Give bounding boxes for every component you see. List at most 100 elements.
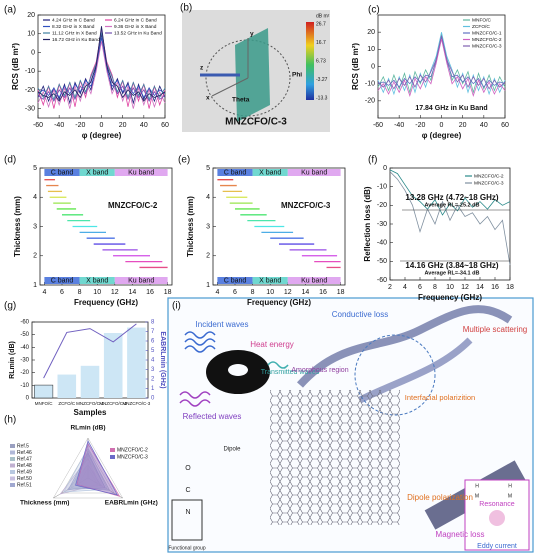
x-tick-label: 6 [418,284,422,291]
x-tick-label: 10 [266,289,274,296]
band-bar [114,169,168,176]
y2-tick-label: 6 [151,339,155,345]
series-line [37,41,166,109]
radar-area [63,447,109,493]
x-tick-label: 40 [480,122,488,129]
colorbar-title: dB m² [316,13,330,19]
radar-axis-label: EABRLmin (GHz) [105,500,158,507]
simulation-view [182,10,330,132]
x-tick-label: 12 [461,284,469,291]
colorbar-tick-label: 6.73 [316,58,326,64]
y-tick-label: 2 [206,253,210,260]
band-label: C band [51,170,74,177]
y-tick-label: -20 [377,202,387,209]
y2-axis-title: EABRLmin (GHz) [159,331,166,388]
panel-label: (h) [4,415,16,426]
axis-name: Phi [292,72,302,79]
band-label: C band [51,278,74,285]
y-tick-label: 0 [26,396,30,402]
series-line [37,26,166,102]
band-label: C band [224,278,247,285]
x-axis-title: Frequency (GHz) [74,298,138,307]
x-tick-label: 16 [146,289,154,296]
legend-swatch [10,444,15,448]
y2-tick-label: 7 [151,329,155,335]
y-tick-label: 5 [206,165,210,172]
axis-name: x [206,95,210,102]
x-tick-label: 8 [78,289,82,296]
legend-label: 11.12 GHz in X Band [52,30,97,36]
reflected-wave [179,391,211,407]
y-tick-label: -50 [377,258,387,265]
bar [103,333,123,398]
carbon-tube [297,305,513,388]
eddy-icon [489,510,505,526]
diagram-text: H [508,483,512,489]
band-bar [252,169,288,176]
y-tick-label: -30 [25,105,35,112]
colorbar [306,22,314,100]
y2-tick-label: 8 [151,320,155,326]
legend-swatch [10,463,15,468]
legend-label: Ref.51 [17,482,32,488]
diagram-text: Transmitted waves [261,369,320,376]
x-tick-label: MNZCFO/C-1 [76,401,104,406]
y-tick-label: -10 [20,383,29,389]
diagram-text: O [185,465,191,472]
legend-label: MNZCFO/C-2 [117,447,148,453]
legend-label: MNFO/C [472,17,491,23]
diagram-text: Conductive loss [332,310,388,319]
x-tick-label: 60 [161,122,169,129]
band-bar [79,277,115,284]
x-tick-label: 40 [140,122,148,129]
legend-label: 13.52 GHz in Ku Band [114,30,162,36]
x-tick-label: 10 [446,284,454,291]
diagram-text: Amorphous region [291,367,348,374]
x-tick-label: -60 [33,122,43,129]
legend-label: Ref.48 [17,463,32,469]
band-label: X band [86,278,108,285]
axis-name: z [200,65,204,72]
annotation: Average RL=-25.2 dB [425,202,480,208]
series-line [377,32,506,96]
x-tick-label: 10 [93,289,101,296]
panel-label: (i) [172,301,181,312]
series-line [389,171,511,266]
band-bar [217,277,253,284]
band-bar [217,169,253,176]
y-tick-label: -20 [25,87,35,94]
panel-label: (e) [178,155,190,166]
legend-swatch [10,457,15,461]
diagram-text: M [508,493,512,499]
legend-label: Ref.46 [17,450,32,456]
x-tick-label: 60 [501,122,509,129]
x-tick-label: -60 [373,122,383,129]
x-tick-label: 4 [42,289,46,296]
x-tick-label: -20 [75,122,85,129]
band-bar [44,169,80,176]
diagram-text: M [475,493,479,499]
x-tick-label: MNZCFO/C-3 [123,401,151,406]
colorbar-tick-label: -13.3 [316,95,328,101]
legend-label: 9.36 GHz in X Band [114,24,157,30]
diagram-text: N [185,509,190,516]
diagram-text: Incident waves [196,320,249,329]
x-tick-label: 6 [60,289,64,296]
x-tick-label: 16 [319,289,327,296]
legend-label: MNZCFO/C-3 [117,454,148,460]
y2-tick-label: 1 [151,386,155,392]
x-tick-label: 4 [215,289,219,296]
y-tick-label: 1 [33,282,37,289]
series-line [377,38,506,98]
x-tick-label: 4 [403,284,407,291]
radar-area [75,440,119,496]
legend-label: MNZCFO/C-3 [474,180,504,186]
panel-label: (f) [368,155,377,166]
y-axis-title: Reflection loss (dB) [363,186,372,261]
radar-axis-label: RLmin (dB) [70,425,105,432]
x-axis-title: φ (degree) [82,131,122,140]
y-tick-label: -10 [377,184,387,191]
annotation: Average RL=-34.1 dB [425,270,480,276]
band-label: Ku band [301,278,327,285]
